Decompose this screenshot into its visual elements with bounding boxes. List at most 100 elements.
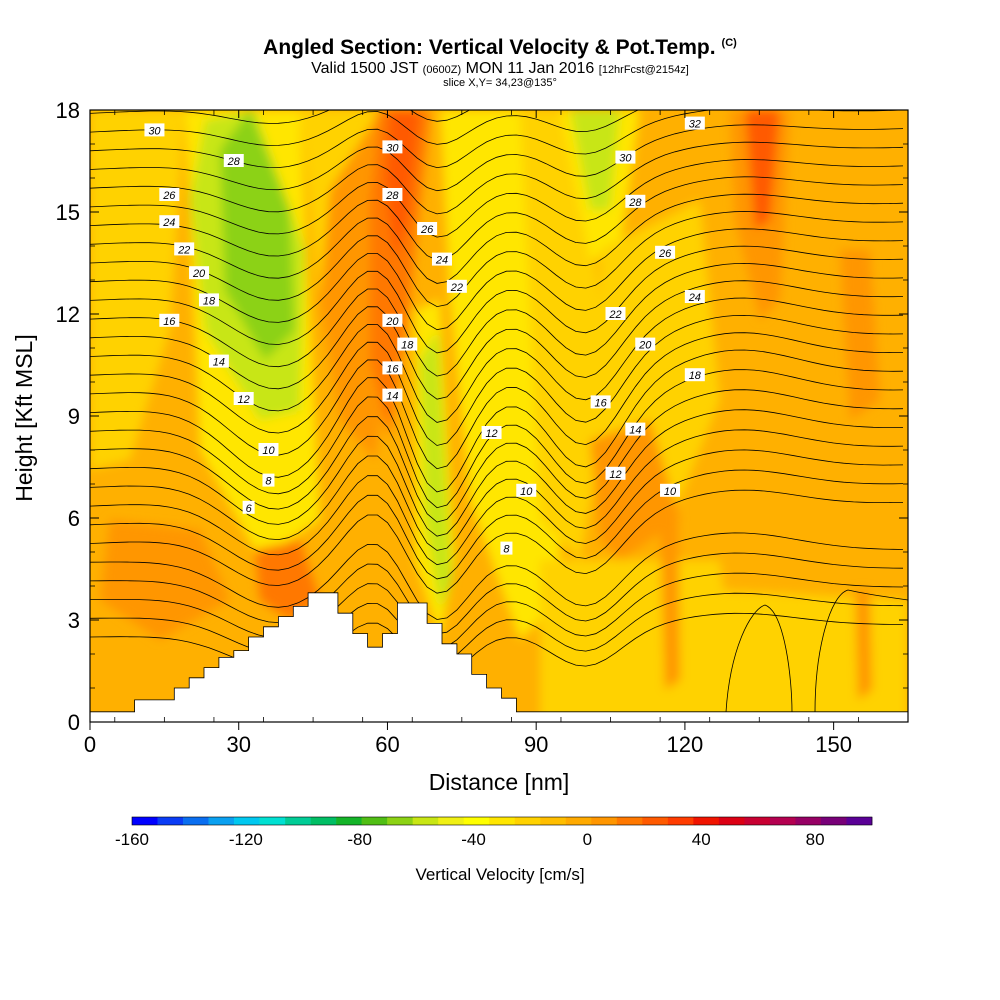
contour-label: 14 <box>382 388 403 403</box>
colorbar-swatch <box>667 817 694 825</box>
colorbar-swatch <box>846 817 873 825</box>
contour-label-bg <box>223 154 244 167</box>
theta-contour-line <box>90 54 903 101</box>
contour-label: 14 <box>208 354 229 369</box>
theta-contour-line <box>90 245 904 354</box>
theta-contour-line <box>90 489 904 594</box>
velocity-field <box>90 110 908 722</box>
contour-label: 16 <box>159 313 180 328</box>
y-tick-label: 3 <box>68 608 80 633</box>
contour-label-bg <box>159 215 180 229</box>
colorbar-swatch <box>489 817 516 825</box>
contour-label: 20 <box>382 313 403 328</box>
valid-utc: (0600Z) <box>422 64 462 76</box>
contour-label: 24 <box>159 215 180 229</box>
colorbar-swatch <box>361 817 388 825</box>
contour-label-text: 30 <box>386 142 399 154</box>
contour-label-text: 22 <box>177 244 190 256</box>
contour-label-bg <box>684 116 705 130</box>
contour-label-bg <box>684 368 705 382</box>
theta-contour-line <box>90 612 903 677</box>
contour-label-bg <box>481 426 502 439</box>
theta-contour-line <box>90 572 904 649</box>
contour-label-text: 26 <box>420 224 434 236</box>
colorbar-swatch <box>591 817 618 825</box>
contour-label: 24 <box>431 252 452 267</box>
y-tick-label: 9 <box>68 404 80 429</box>
colorbar-swatch <box>795 817 822 825</box>
contour-label: 18 <box>198 293 219 307</box>
colorbar-tick-label: -120 <box>229 830 263 849</box>
theta-contour-line <box>90 0 903 22</box>
axes: 0 30 60 90 120 150 0 3 6 9 12 15 18 <box>56 98 908 757</box>
field-patch <box>840 250 880 420</box>
colorbar-swatch <box>616 817 643 825</box>
contour-label-bg <box>397 337 418 351</box>
contour-label: 26 <box>417 222 438 236</box>
contour-label-text: 14 <box>213 357 225 369</box>
contour-label-text: 16 <box>386 363 399 375</box>
contour-label-text: 20 <box>192 268 206 280</box>
theta-contour-line <box>90 159 904 238</box>
theta-contour-line <box>90 124 904 192</box>
contour-label-bg <box>446 279 467 293</box>
contour-label-bg <box>635 337 656 351</box>
contour-label: 30 <box>144 123 165 137</box>
contour-label-bg <box>242 500 255 514</box>
theta-contour-line <box>90 469 904 580</box>
contour-label-bg <box>431 252 452 266</box>
contour-label-bg <box>417 222 438 235</box>
colorbar-swatch <box>183 817 209 825</box>
theta-contour-line <box>90 449 904 566</box>
theta-contour-line <box>90 17 903 60</box>
theta-contour-line <box>90 110 471 124</box>
theta-contour-line <box>90 228 904 331</box>
colorbar-swatch <box>514 817 541 825</box>
contour-label-text: 30 <box>619 153 632 165</box>
colorbar-tick-label: -40 <box>461 830 486 849</box>
y-tick-label: 0 <box>68 710 80 735</box>
field-patch <box>540 560 740 722</box>
contour-label-text: 20 <box>638 340 652 352</box>
contour-label-text: 26 <box>658 248 672 260</box>
theta-contour-line <box>90 0 903 41</box>
contour-label-text: 24 <box>162 217 175 229</box>
contour-label-bg <box>605 307 626 320</box>
theta-contour-line <box>725 604 793 713</box>
colorbar-swatch <box>208 817 235 825</box>
contour-label-text: 12 <box>485 428 497 440</box>
contour-label-text: 8 <box>503 544 510 556</box>
contour-label-bg <box>516 483 537 497</box>
contour-label-text: 12 <box>238 394 250 406</box>
contour-label-text: 8 <box>265 476 272 488</box>
colorbar-swatch <box>234 817 260 825</box>
contour-label-bg <box>655 245 676 259</box>
contour-label: 24 <box>684 290 705 304</box>
colorbar-swatch <box>310 817 337 825</box>
contour-label-bg <box>198 293 219 307</box>
contour-label: 10 <box>660 483 681 498</box>
contour-label-bg <box>382 313 403 327</box>
contour-label-text: 16 <box>595 397 608 409</box>
contour-label-bg <box>684 290 705 303</box>
x-tick-label: 0 <box>84 732 96 757</box>
contour-labels: 3028262422201816141210863028262422201816… <box>144 116 705 556</box>
contour-label-text: 18 <box>689 370 702 382</box>
contour-label: 12 <box>233 392 254 406</box>
y-tick-label: 18 <box>56 98 80 123</box>
contour-label: 22 <box>446 279 467 294</box>
y-axis-label: Height [Kft MSL] <box>11 334 37 501</box>
contour-label: 10 <box>516 483 537 498</box>
colorbar-swatch <box>438 817 465 825</box>
contour-label-bg <box>382 188 403 201</box>
theta-contour-line <box>90 211 904 308</box>
colorbar: -160 -120 -80 -40 0 40 80 <box>115 816 873 849</box>
contour-label-bg <box>262 473 275 487</box>
contour-label-bg <box>382 388 403 402</box>
theta-contour-line <box>90 193 904 284</box>
colorbar-swatch <box>157 817 184 825</box>
contour-label: 16 <box>382 361 403 375</box>
field-patch <box>420 330 452 610</box>
colorbar-swatch <box>693 817 720 825</box>
contour-label-text: 28 <box>628 197 642 209</box>
